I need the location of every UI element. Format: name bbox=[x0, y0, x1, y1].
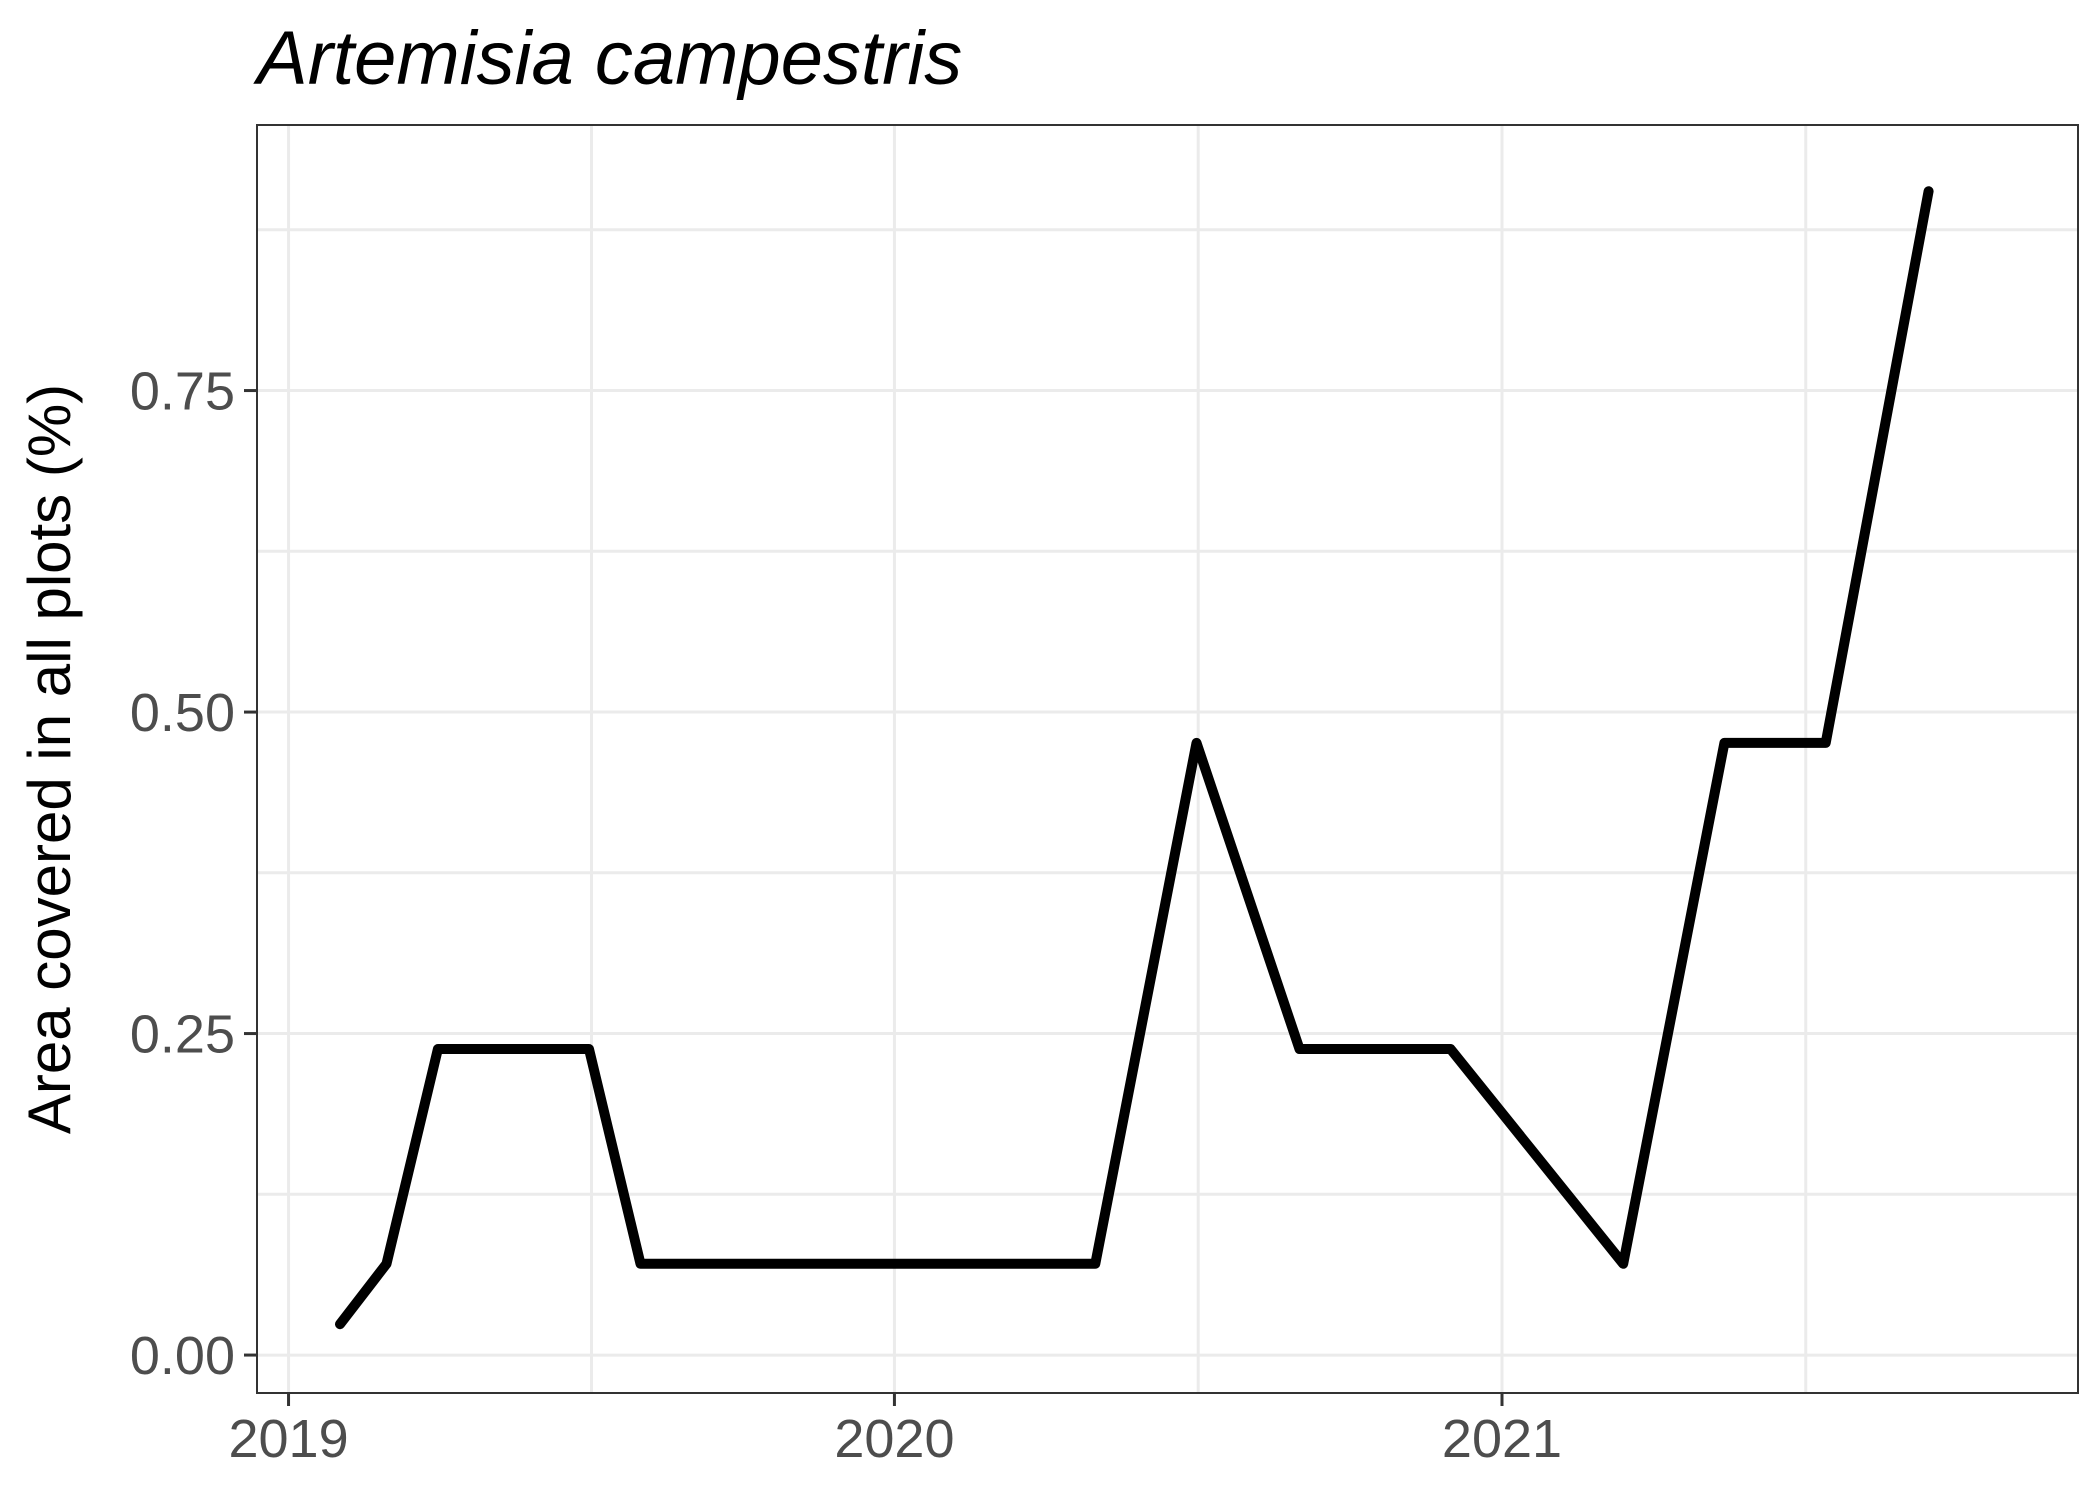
y-tick-label: 0.75 bbox=[130, 362, 235, 422]
y-tick-label: 0.25 bbox=[130, 1005, 235, 1065]
axes: 2019 2020 2021 0.00 0.25 0.50 0.75 bbox=[130, 362, 1562, 1469]
y-axis-label: Area covered in all plots (%) bbox=[16, 384, 83, 1134]
series-layer bbox=[335, 186, 1934, 1330]
series-line bbox=[335, 186, 1934, 1330]
y-tick-label: 0.50 bbox=[130, 683, 235, 743]
y-tick-label: 0.00 bbox=[130, 1326, 235, 1386]
chart-title: Artemisia campestris bbox=[253, 16, 962, 101]
x-tick-label: 2019 bbox=[228, 1409, 348, 1469]
grid bbox=[257, 125, 2078, 1393]
x-tick-label: 2021 bbox=[1442, 1409, 1562, 1469]
panel-border bbox=[256, 124, 2079, 1394]
x-tick-label: 2020 bbox=[834, 1409, 954, 1469]
